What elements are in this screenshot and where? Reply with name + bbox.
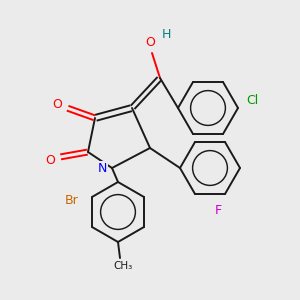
Text: H: H — [161, 28, 171, 41]
Text: Br: Br — [65, 194, 79, 206]
Text: Cl: Cl — [246, 94, 258, 106]
Text: O: O — [145, 37, 155, 50]
Text: F: F — [214, 203, 222, 217]
Text: N: N — [97, 161, 107, 175]
Text: O: O — [45, 154, 55, 167]
Text: CH₃: CH₃ — [113, 261, 133, 271]
Text: O: O — [52, 98, 62, 110]
